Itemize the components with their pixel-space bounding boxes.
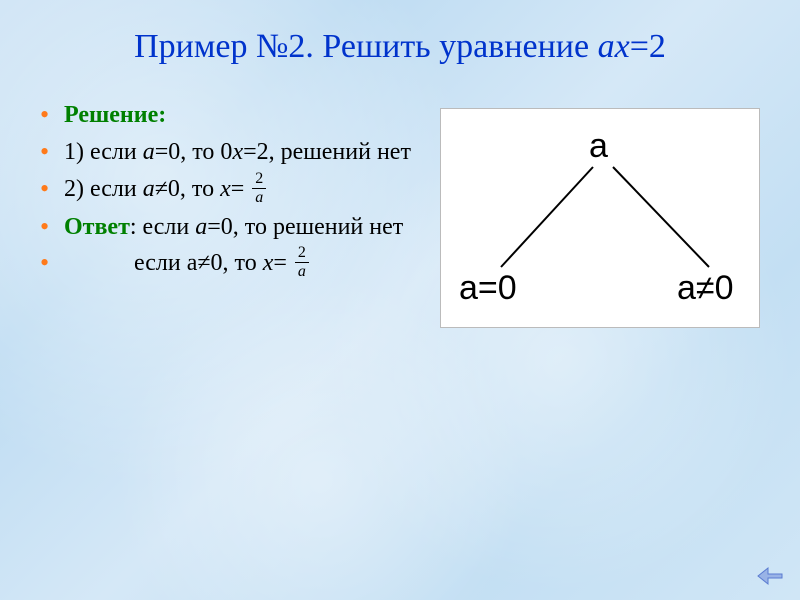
diagram-left: a=0 bbox=[459, 269, 517, 308]
var-x: х bbox=[220, 176, 231, 202]
text: =0, то решений нет bbox=[207, 214, 403, 240]
title-main: Решить уравнение bbox=[322, 28, 597, 65]
var-a: а bbox=[143, 139, 155, 165]
title-var: ах bbox=[598, 28, 630, 65]
text: = bbox=[273, 250, 293, 276]
text: ≠0, то bbox=[155, 176, 220, 202]
list-item: 1) если а=0, то 0х=2, решений нет bbox=[64, 135, 420, 170]
back-button[interactable] bbox=[756, 564, 784, 588]
list-item: 2) если а≠0, то х= 2a bbox=[64, 172, 420, 208]
diagram-right: a≠0 bbox=[677, 269, 733, 308]
arrow-path bbox=[758, 568, 782, 584]
edge bbox=[501, 167, 593, 267]
slide: Пример №2. Решить уравнение ах=2 Решение… bbox=[0, 0, 800, 600]
var-a: а bbox=[143, 176, 155, 202]
case-diagram: a a=0 a≠0 bbox=[440, 108, 760, 328]
solution-label: Решение: bbox=[64, 102, 166, 128]
arrow-left-icon bbox=[756, 564, 784, 588]
answer-label: Ответ bbox=[64, 214, 130, 240]
fraction-numerator: 2 bbox=[252, 171, 266, 189]
page-title: Пример №2. Решить уравнение ах=2 bbox=[40, 28, 760, 66]
fraction-denominator: a bbox=[295, 263, 309, 280]
bullet-list: Решение: 1) если а=0, то 0х=2, решений н… bbox=[40, 98, 420, 328]
list-item: Решение: bbox=[64, 98, 420, 133]
text: =0, то 0 bbox=[155, 139, 233, 165]
text: 2) если bbox=[64, 176, 143, 202]
text: = bbox=[231, 176, 251, 202]
fraction-numerator: 2 bbox=[295, 245, 309, 263]
fraction: 2a bbox=[252, 171, 266, 206]
text: если а≠0, то bbox=[134, 250, 263, 276]
fraction: 2a bbox=[295, 245, 309, 280]
text: : если bbox=[130, 214, 195, 240]
var-x: х bbox=[232, 139, 243, 165]
fraction-denominator: a bbox=[252, 189, 266, 206]
var-a: а bbox=[195, 214, 207, 240]
list-item: Ответ: если а=0, то решений нет bbox=[64, 210, 420, 245]
title-prefix: Пример №2. bbox=[134, 28, 322, 65]
title-suffix: =2 bbox=[630, 28, 666, 65]
diagram-root: a bbox=[589, 127, 608, 166]
edge bbox=[613, 167, 709, 267]
var-x: х bbox=[263, 250, 274, 276]
list-item: если а≠0, то х= 2a bbox=[64, 246, 420, 282]
content-row: Решение: 1) если а=0, то 0х=2, решений н… bbox=[40, 98, 760, 328]
text: =2, решений нет bbox=[243, 139, 411, 165]
text: 1) если bbox=[64, 139, 143, 165]
